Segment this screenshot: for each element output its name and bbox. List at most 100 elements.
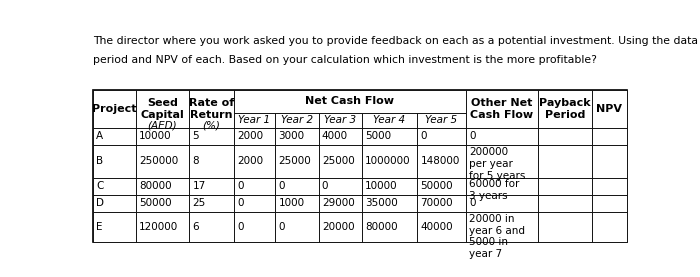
Bar	[592, 195, 627, 212]
Bar	[136, 195, 189, 212]
Text: C: C	[96, 181, 104, 191]
Bar	[592, 212, 627, 242]
Bar	[136, 90, 189, 128]
Bar	[275, 128, 318, 145]
Text: 0: 0	[322, 181, 328, 191]
Text: Year 5: Year 5	[426, 115, 458, 125]
Bar	[189, 145, 234, 178]
Text: 20000: 20000	[322, 222, 354, 232]
Bar	[538, 195, 592, 212]
Bar	[275, 212, 318, 242]
Text: 35000: 35000	[365, 198, 398, 208]
Bar	[362, 212, 417, 242]
Bar	[417, 195, 466, 212]
Text: The director where you work asked you to provide feedback on each as a potential: The director where you work asked you to…	[93, 37, 700, 47]
Bar	[189, 178, 234, 195]
Text: Year 3: Year 3	[324, 115, 356, 125]
Bar	[189, 90, 234, 128]
Text: 6: 6	[193, 222, 199, 232]
Bar	[136, 128, 189, 145]
Bar	[417, 178, 466, 195]
Bar	[93, 128, 136, 145]
Bar	[362, 178, 417, 195]
Text: Year 2: Year 2	[281, 115, 313, 125]
Bar	[234, 178, 275, 195]
Text: 17: 17	[193, 181, 206, 191]
Bar	[136, 145, 189, 178]
Bar	[234, 113, 275, 128]
Bar	[592, 178, 627, 195]
Text: 10000: 10000	[365, 181, 398, 191]
Text: 60000 for
3 years: 60000 for 3 years	[469, 179, 519, 201]
Text: B: B	[96, 156, 104, 166]
Bar	[362, 195, 417, 212]
Bar	[93, 90, 136, 128]
Bar	[466, 178, 538, 195]
Bar	[93, 90, 627, 242]
Text: 0: 0	[279, 222, 285, 232]
Text: 120000: 120000	[139, 222, 178, 232]
Text: 50000: 50000	[139, 198, 172, 208]
Text: 148000: 148000	[421, 156, 460, 166]
Text: Net Cash Flow: Net Cash Flow	[305, 96, 394, 106]
Text: 2000: 2000	[237, 156, 263, 166]
Bar	[275, 195, 318, 212]
Text: Year 1: Year 1	[239, 115, 270, 125]
Bar	[93, 195, 136, 212]
Bar	[136, 212, 189, 242]
Text: NPV: NPV	[596, 104, 622, 114]
Text: 4000: 4000	[322, 131, 348, 141]
Bar	[592, 145, 627, 178]
Text: 10000: 10000	[139, 131, 172, 141]
Bar	[362, 128, 417, 145]
Text: (AED): (AED)	[148, 120, 177, 130]
Text: 25000: 25000	[322, 156, 354, 166]
Text: 2000: 2000	[237, 131, 263, 141]
Text: Rate of
Return: Rate of Return	[189, 98, 234, 120]
Bar	[318, 195, 362, 212]
Text: period and NPV of each. Based on your calculation which investment is the more p: period and NPV of each. Based on your ca…	[93, 55, 597, 65]
Text: 0: 0	[469, 131, 475, 141]
Text: 200000
per year
for 5 years: 200000 per year for 5 years	[469, 147, 526, 181]
Text: Other Net
Cash Flow: Other Net Cash Flow	[470, 98, 533, 120]
Text: (%): (%)	[202, 120, 220, 130]
Text: 0: 0	[421, 131, 427, 141]
Bar	[189, 128, 234, 145]
Text: 0: 0	[237, 181, 244, 191]
Bar	[466, 212, 538, 242]
Bar	[234, 195, 275, 212]
Bar	[189, 212, 234, 242]
Bar	[234, 212, 275, 242]
Bar	[417, 145, 466, 178]
Bar	[275, 178, 318, 195]
Bar	[592, 128, 627, 145]
Text: 1000: 1000	[279, 198, 304, 208]
Bar	[466, 128, 538, 145]
Text: A: A	[96, 131, 104, 141]
Bar	[234, 90, 466, 113]
Text: 0: 0	[469, 198, 475, 208]
Text: 5000: 5000	[365, 131, 391, 141]
Bar	[318, 113, 362, 128]
Text: 0: 0	[279, 181, 285, 191]
Bar	[362, 145, 417, 178]
Bar	[275, 113, 318, 128]
Bar	[136, 178, 189, 195]
Text: 1000000: 1000000	[365, 156, 411, 166]
Text: 40000: 40000	[421, 222, 453, 232]
Bar	[93, 145, 136, 178]
Bar	[275, 145, 318, 178]
Text: Seed
Capital: Seed Capital	[141, 98, 184, 120]
Bar	[189, 195, 234, 212]
Bar	[234, 128, 275, 145]
Text: 70000: 70000	[421, 198, 453, 208]
Bar	[93, 212, 136, 242]
Text: 5: 5	[193, 131, 199, 141]
Bar	[417, 113, 466, 128]
Bar	[538, 128, 592, 145]
Bar	[362, 113, 417, 128]
Text: E: E	[96, 222, 103, 232]
Text: 50000: 50000	[421, 181, 453, 191]
Text: 29000: 29000	[322, 198, 354, 208]
Text: Payback
Period: Payback Period	[539, 98, 591, 120]
